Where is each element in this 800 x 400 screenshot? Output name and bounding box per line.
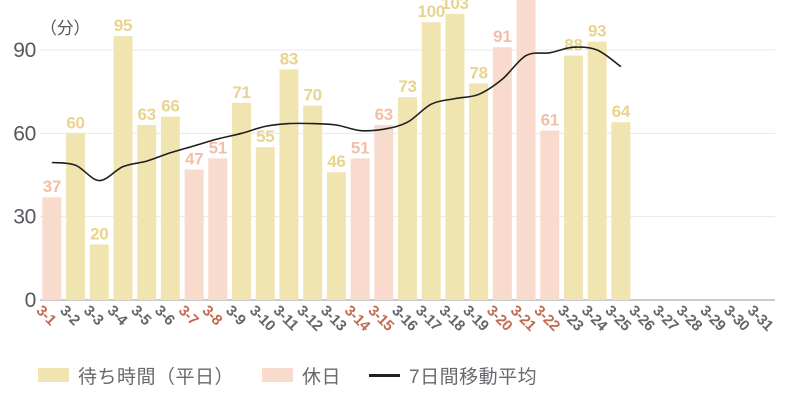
bar-value-label-3-4: 95 <box>114 16 132 35</box>
bar-value-label-3-25: 64 <box>612 102 631 121</box>
x-tick-label-3-28: 3-28 <box>673 302 705 334</box>
bar-3-13[interactable] <box>326 172 346 300</box>
weekday-swatch-icon <box>38 368 69 382</box>
x-tick-label-3-6: 3-6 <box>151 302 178 329</box>
moving-average-line <box>51 46 622 182</box>
legend-item-holiday[interactable]: 休日 <box>262 362 341 389</box>
legend: 待ち時間（平日） 休日 7日間移動平均 <box>38 360 537 390</box>
x-tick-label-3-4: 3-4 <box>104 302 131 329</box>
x-tick-label-3-7: 3-7 <box>175 302 202 329</box>
bar-value-label-3-23: 88 <box>564 36 582 55</box>
bar-value-label-3-15: 63 <box>375 105 393 124</box>
y-tick-label-30: 30 <box>13 206 36 229</box>
bar-value-label-3-19: 78 <box>469 63 487 82</box>
bar-3-25[interactable] <box>611 122 631 300</box>
x-tick-label-3-26: 3-26 <box>625 302 657 334</box>
bar-value-label-3-3: 20 <box>90 224 108 243</box>
y-tick-label-0: 0 <box>25 289 36 312</box>
legend-label-holiday: 休日 <box>302 366 342 388</box>
x-tick-label-3-19: 3-19 <box>459 302 491 334</box>
x-tick-label-3-14: 3-14 <box>341 302 374 335</box>
x-tick-label-3-25: 3-25 <box>602 302 634 334</box>
legend-label-weekday: 待ち時間（平日） <box>78 366 235 388</box>
bar-value-label-3-22: 61 <box>541 111 559 130</box>
bar-3-11[interactable] <box>279 69 299 300</box>
bar-value-label-3-20: 91 <box>493 27 511 46</box>
x-tick-label-3-22: 3-22 <box>531 302 563 334</box>
bar-value-label-3-11: 83 <box>280 49 298 68</box>
legend-item-moving-average[interactable]: 7日間移動平均 <box>369 362 537 389</box>
bar-value-label-3-1: 37 <box>43 177 61 196</box>
bar-value-label-3-2: 60 <box>66 113 84 132</box>
x-tick-label-3-29: 3-29 <box>697 302 729 334</box>
x-tick-label-3-15: 3-15 <box>365 302 397 334</box>
x-tick-label-3-20: 3-20 <box>483 302 515 334</box>
bar-value-label-3-12: 70 <box>304 86 322 105</box>
bar-3-18[interactable] <box>445 13 465 301</box>
x-tick-label-3-2: 3-2 <box>56 302 83 329</box>
x-tick-label-3-9: 3-9 <box>222 302 249 329</box>
bar-3-21[interactable] <box>516 0 536 300</box>
bar-line-chart-canvas: 0 30 60 90（分） 37 3-1 60 3-2 20 3-3 95 3-4 63 3-5 66 3-6… <box>13 0 776 335</box>
x-tick-label-3-13: 3-13 <box>317 302 349 334</box>
bar-3-22[interactable] <box>540 130 560 300</box>
y-tick-label-60: 60 <box>13 122 36 145</box>
x-tick-label-3-17: 3-17 <box>412 302 444 334</box>
bar-3-23[interactable] <box>563 55 583 300</box>
legend-label-moving-average: 7日間移動平均 <box>409 366 538 388</box>
bar-3-4[interactable] <box>113 36 133 300</box>
y-tick-label-90: 90 <box>13 39 36 62</box>
bar-3-9[interactable] <box>232 102 252 301</box>
bar-3-12[interactable] <box>303 105 323 300</box>
x-tick-label-3-16: 3-16 <box>388 302 420 334</box>
bar-3-10[interactable] <box>255 147 275 300</box>
bar-3-8[interactable] <box>208 158 228 300</box>
bar-3-15[interactable] <box>374 125 394 300</box>
bar-value-label-3-9: 71 <box>232 83 250 102</box>
bar-3-20[interactable] <box>492 47 512 300</box>
bar-value-label-3-16: 73 <box>398 77 416 96</box>
x-tick-label-3-10: 3-10 <box>246 302 278 334</box>
bar-value-label-3-10: 55 <box>256 127 274 146</box>
x-tick-label-3-5: 3-5 <box>128 302 155 329</box>
bar-3-3[interactable] <box>89 244 109 300</box>
x-tick-label-3-12: 3-12 <box>293 302 325 334</box>
bar-3-19[interactable] <box>469 83 489 300</box>
bar-value-label-3-18: 103 <box>441 0 468 13</box>
bar-value-label-3-8: 51 <box>209 138 227 157</box>
bar-value-label-3-14: 51 <box>351 138 369 157</box>
x-tick-label-3-18: 3-18 <box>436 302 468 334</box>
bar-3-7[interactable] <box>184 169 204 300</box>
bar-3-14[interactable] <box>350 158 370 300</box>
bar-3-2[interactable] <box>66 133 86 300</box>
bar-value-label-3-17: 100 <box>417 2 444 21</box>
line-swatch-icon <box>369 373 401 377</box>
x-tick-label-3-1: 3-1 <box>33 302 60 329</box>
bar-3-1[interactable] <box>42 197 62 300</box>
x-tick-label-3-8: 3-8 <box>199 302 226 329</box>
x-tick-label-3-11: 3-11 <box>270 302 302 334</box>
bar-3-6[interactable] <box>160 116 180 301</box>
y-axis-unit-label: （分） <box>40 19 90 38</box>
bar-3-17[interactable] <box>421 22 441 300</box>
bar-3-5[interactable] <box>137 125 157 300</box>
bar-value-label-3-6: 66 <box>161 97 179 116</box>
holiday-swatch-icon <box>262 368 294 382</box>
x-tick-label-3-24: 3-24 <box>578 302 611 335</box>
bar-value-label-3-24: 93 <box>588 22 606 41</box>
bar-value-label-3-13: 46 <box>327 152 345 171</box>
x-tick-label-3-21: 3-21 <box>507 302 539 334</box>
bar-value-label-3-7: 47 <box>185 149 203 168</box>
bar-3-24[interactable] <box>587 41 607 301</box>
x-tick-label-3-31: 3-31 <box>744 302 776 334</box>
bar-3-16[interactable] <box>398 97 417 300</box>
x-tick-label-3-30: 3-30 <box>720 302 752 334</box>
x-tick-label-3-3: 3-3 <box>80 302 107 329</box>
bar-value-label-3-5: 63 <box>138 105 156 124</box>
x-tick-label-3-23: 3-23 <box>554 302 586 334</box>
x-tick-label-3-27: 3-27 <box>649 302 681 334</box>
legend-item-weekday[interactable]: 待ち時間（平日） <box>38 362 234 389</box>
